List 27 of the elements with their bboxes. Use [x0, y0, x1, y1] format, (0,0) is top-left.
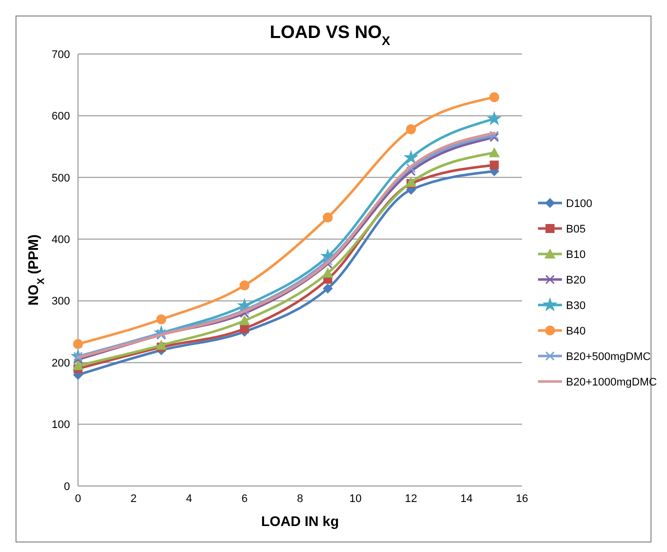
chart-title: LOAD VS NO$_{X}$: [270, 22, 391, 48]
x-tick-label: 10: [349, 493, 362, 505]
y-tick-label: 500: [52, 172, 70, 184]
x-axis-title: LOAD IN kg: [261, 513, 339, 529]
legend-label: B30: [566, 300, 586, 312]
legend-label: D100: [566, 198, 592, 210]
x-tick-label: 4: [186, 493, 192, 505]
legend-label: B40: [566, 325, 586, 338]
x-tick-label: 8: [296, 493, 304, 505]
y-tick-label: 400: [52, 234, 70, 246]
legend-label: B20: [566, 274, 586, 286]
x-tick-label: 0: [74, 493, 82, 505]
legend-label: B05: [566, 223, 586, 236]
y-tick-label: 700: [52, 48, 70, 61]
y-tick-label: 100: [52, 419, 70, 432]
y-tick-label: 0: [64, 480, 70, 493]
x-tick-label: 16: [516, 493, 528, 505]
y-tick-label: 200: [52, 357, 70, 370]
x-tick-label: 14: [460, 493, 473, 505]
y-tick-label: 600: [52, 110, 70, 123]
x-tick-label: 12: [404, 493, 418, 505]
x-tick-label: 6: [241, 493, 248, 505]
legend-label: B20+500mgDMC: [566, 350, 651, 363]
y-tick-label: 300: [52, 296, 70, 308]
legend-label: B10: [566, 248, 586, 261]
x-tick-label: 2: [130, 493, 137, 505]
legend-label: B20+1000mgDMC: [566, 376, 657, 388]
